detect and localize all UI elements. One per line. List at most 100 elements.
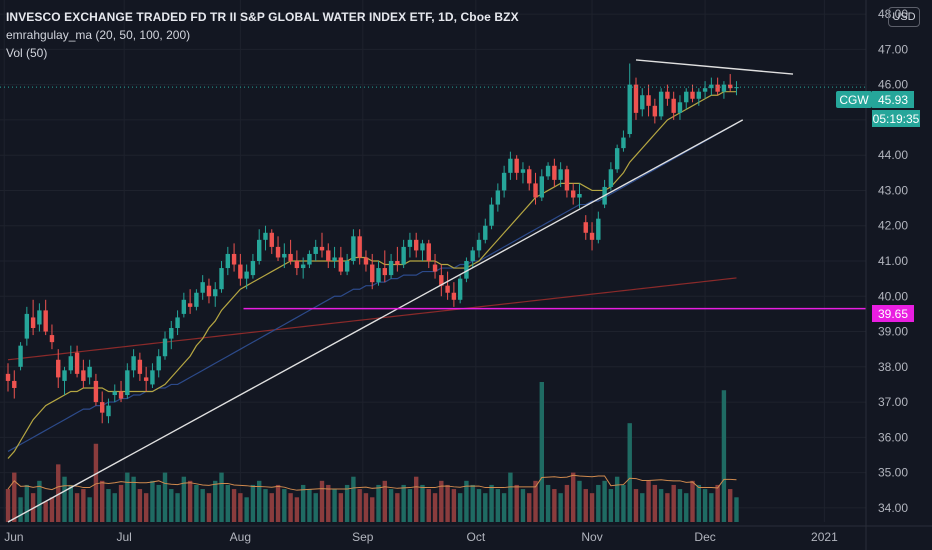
- volume-bar: [300, 484, 306, 522]
- volume-bar: [539, 382, 544, 522]
- candle-body: [395, 261, 400, 265]
- volume-bar: [269, 493, 274, 522]
- volume-bar: [558, 493, 563, 522]
- candle-body: [640, 95, 645, 110]
- volume-bar: [552, 489, 557, 522]
- candle-body: [501, 172, 507, 191]
- candle-body: [690, 91, 695, 99]
- volume-bar: [514, 484, 519, 522]
- volume-bar: [684, 493, 689, 522]
- volume-indicator-label[interactable]: Vol (50): [6, 46, 48, 60]
- volume-bar: [275, 484, 281, 522]
- volume-bar: [614, 476, 620, 522]
- symbol-tag: CGW: [839, 93, 869, 107]
- candle-body: [552, 165, 557, 180]
- candle-body: [344, 261, 350, 272]
- volume-bar: [583, 489, 588, 522]
- volume-bar: [702, 489, 708, 522]
- volume-bar: [206, 493, 212, 522]
- volume-bar: [112, 493, 117, 522]
- candle-body: [520, 169, 526, 173]
- y-tick-label: 44.00: [878, 148, 908, 162]
- volume-bar: [646, 480, 651, 522]
- volume-bar: [376, 484, 381, 522]
- candle-body: [37, 310, 42, 325]
- volume-bar: [382, 480, 387, 522]
- ma-indicator-label[interactable]: emrahgulay_ma (20, 50, 100, 200): [6, 28, 191, 42]
- volume-bar: [244, 497, 249, 522]
- volume-bar: [125, 472, 130, 522]
- candle-body: [734, 87, 739, 89]
- candle-body: [250, 261, 256, 276]
- candle-body: [495, 190, 501, 205]
- volume-bar: [181, 476, 187, 522]
- x-tick-label: Nov: [581, 530, 602, 544]
- volume-bar: [571, 472, 576, 522]
- candle-body: [483, 225, 488, 240]
- volume-bar: [420, 484, 425, 522]
- volume-bar: [426, 489, 431, 522]
- countdown-tag: 05:19:35: [873, 112, 920, 126]
- candle-body: [558, 169, 563, 180]
- candle-body: [43, 310, 48, 332]
- volume-bar: [715, 484, 720, 522]
- volume-bar: [640, 493, 645, 522]
- candle-body: [213, 289, 218, 297]
- candle-body: [445, 285, 450, 293]
- volume-bar: [457, 493, 463, 522]
- time-axis[interactable]: Jun Jul Aug Sep Oct Nov Dec 2021: [0, 525, 932, 544]
- volume-bar: [357, 489, 362, 522]
- volume-bar: [627, 423, 632, 522]
- price-tag: 45.93: [878, 93, 908, 107]
- volume-bar: [5, 489, 11, 522]
- candle-body: [231, 253, 237, 265]
- last-price-tag: CGW 45.93 05:19:35: [836, 91, 920, 127]
- currency-button[interactable]: USD: [888, 7, 920, 27]
- candle-body: [125, 370, 130, 396]
- candle-body: [370, 264, 375, 283]
- volume-bar: [370, 497, 375, 522]
- volume-bar: [250, 484, 256, 522]
- y-tick-label: 37.00: [878, 395, 908, 409]
- volume-bar: [137, 489, 143, 522]
- candle-body: [539, 176, 544, 198]
- candle-body: [12, 380, 17, 388]
- candle-body: [162, 338, 168, 357]
- candle-body: [357, 236, 362, 258]
- x-tick-label: Aug: [230, 530, 251, 544]
- volume-bar: [93, 443, 99, 522]
- volume-bar: [709, 493, 714, 522]
- candle-body: [583, 222, 588, 233]
- support-level-tag: 39.65: [872, 305, 914, 322]
- candle-body: [269, 232, 274, 247]
- volume-bar: [721, 390, 727, 522]
- candle-body: [313, 246, 318, 254]
- volume-bar: [520, 489, 526, 522]
- volume-ma-line: [7, 474, 737, 491]
- volume-bar: [338, 493, 344, 522]
- candle-body: [608, 169, 614, 187]
- candle-body: [665, 91, 670, 99]
- volume-bar: [106, 489, 111, 522]
- candle-body: [633, 84, 639, 113]
- volume-bar: [37, 480, 42, 522]
- volume-bar: [608, 489, 614, 522]
- candle-body: [652, 105, 658, 117]
- volume-bar: [696, 484, 701, 522]
- volume-bar: [658, 489, 664, 522]
- y-tick-label: 38.00: [878, 360, 908, 374]
- candle-body: [18, 345, 23, 367]
- y-tick-label: 48.00: [878, 7, 908, 21]
- candle-body: [24, 313, 30, 339]
- candle-body: [332, 257, 337, 261]
- candlesticks: [5, 63, 739, 424]
- candle-body: [627, 84, 632, 135]
- candle-body: [257, 239, 262, 261]
- candle-body: [709, 84, 714, 89]
- volume-bar: [501, 493, 507, 522]
- volume-bar: [313, 493, 318, 522]
- volume-bar: [652, 484, 658, 522]
- volume-bar: [74, 493, 80, 522]
- candle-body: [476, 239, 482, 251]
